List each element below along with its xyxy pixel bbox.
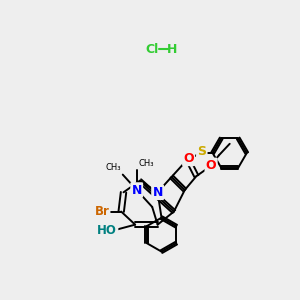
Text: Br: Br: [94, 205, 109, 218]
Text: Cl: Cl: [146, 43, 159, 56]
Text: O: O: [206, 159, 216, 172]
Text: H: H: [167, 43, 178, 56]
Text: CH₃: CH₃: [106, 163, 121, 172]
Text: HO: HO: [97, 224, 117, 236]
Text: O: O: [183, 152, 194, 165]
Text: S: S: [197, 145, 206, 158]
Text: CH₃: CH₃: [138, 159, 154, 168]
Text: N: N: [152, 186, 163, 199]
Text: N: N: [131, 184, 142, 196]
